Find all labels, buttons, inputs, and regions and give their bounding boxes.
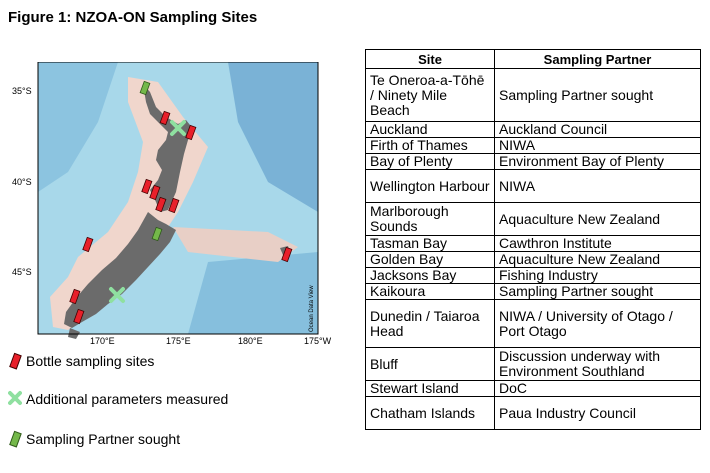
deep-ocean-east [228, 62, 318, 212]
table-row: Wellington Harbour NIWA [365, 169, 701, 203]
site-cell: Auckland [365, 121, 495, 138]
deep-ocean-south [188, 252, 318, 334]
lon-label-175w: 175°W [304, 336, 332, 346]
north-island [143, 84, 194, 212]
map-svg: Ocean Data View [37, 61, 319, 339]
partner-cell: Aquaculture New Zealand [494, 202, 701, 236]
green-hash-icon [9, 430, 22, 448]
bottle-site-marlborough [155, 196, 167, 213]
site-cell: Dunedin / Taiaroa Head [365, 299, 495, 348]
table-row: Te Oneroa-a-Tōhē / Ninety Mile Beach Samp… [365, 68, 701, 122]
additional-site-dunedin [109, 287, 125, 303]
chatham-rise [173, 227, 298, 262]
site-cell: Golden Bay [365, 251, 495, 268]
bottle-site-golden-bay [141, 178, 153, 195]
partner-cell: Discussion underway with Environment Sou… [494, 347, 701, 381]
table-header-row: Site Sampling Partner [365, 49, 701, 69]
bottle-site-jacksons-bay [82, 236, 94, 253]
partner-cell: Sampling Partner sought [494, 283, 701, 300]
table-row: Bay of Plenty Environment Bay of Plenty [365, 153, 701, 170]
bottle-site-auckland [159, 110, 171, 126]
header-partner: Sampling Partner [494, 49, 701, 69]
table-row: Kaikoura Sampling Partner sought [365, 283, 701, 300]
partner-sought-markers [139, 80, 163, 242]
bottle-site-tasman-bay [149, 184, 161, 201]
green-cross-icon [8, 391, 22, 405]
site-cell: Te Oneroa-a-Tōhē / Ninety Mile Beach [365, 68, 495, 122]
site-cell: Bay of Plenty [365, 153, 495, 170]
table-row: Stewart Island DoC [365, 380, 701, 397]
partner-cell: NIWA [494, 137, 701, 154]
partner-cell: Sampling Partner sought [494, 68, 701, 122]
site-cell: Wellington Harbour [365, 169, 495, 203]
partner-cell: DoC [494, 380, 701, 397]
legend-label: Bottle sampling sites [26, 353, 155, 369]
header-site: Site [365, 49, 495, 69]
legend-partner-sought: Sampling Partner sought [8, 430, 180, 448]
site-cell: Jacksons Bay [365, 267, 495, 284]
partner-cell: Aquaculture New Zealand [494, 251, 701, 268]
partner-cell: Auckland Council [494, 121, 701, 138]
bottle-site-bluff [73, 308, 85, 325]
table-row: Marlborough Sounds Aquaculture New Zealan… [365, 202, 701, 236]
site-cell: Kaikoura [365, 283, 495, 300]
site-cell: Tasman Bay [365, 235, 495, 252]
bottle-site-markers [69, 110, 293, 325]
partner-cell: Cawthron Institute [494, 235, 701, 252]
table-row: Tasman Bay Cawthron Institute [365, 235, 701, 252]
figure-title: Figure 1: NZOA-ON Sampling Sites [8, 9, 258, 26]
odv-watermark: Ocean Data View [309, 285, 315, 332]
table-row: Golden Bay Aquaculture New Zealand [365, 251, 701, 268]
lon-label-180e: 180°E [238, 336, 263, 346]
site-cell: Stewart Island [365, 380, 495, 397]
site-cell: Firth of Thames [365, 137, 495, 154]
lat-label-35: 35°S [12, 86, 32, 96]
partner-site-ninety-mile [139, 80, 151, 96]
additional-param-markers [109, 120, 186, 303]
table-row: Firth of Thames NIWA [365, 137, 701, 154]
lat-label-45: 45°S [12, 267, 32, 277]
map-frame [37, 61, 319, 335]
additional-site-firth-of-thames [170, 120, 186, 136]
table-row: Dunedin / Taiaroa Head NIWA / University … [365, 299, 701, 348]
partner-cell: NIWA / University of Otago / Port Otago [494, 299, 701, 348]
bottle-site-chatham [281, 246, 293, 263]
bottle-site-dunedin [69, 288, 81, 305]
lon-label-175e: 175°E [166, 336, 191, 346]
sites-table: Site Sampling Partner Te Oneroa-a-Tōhē /… [365, 49, 701, 430]
deep-ocean-west [38, 62, 118, 192]
table-row: Chatham Islands Paua Industry Council [365, 396, 701, 430]
table-row: Jacksons Bay Fishing Industry [365, 267, 701, 284]
legend-bottle-sites: Bottle sampling sites [8, 352, 154, 370]
legend-label: Sampling Partner sought [26, 431, 181, 447]
bottle-site-wellington [168, 197, 180, 214]
partner-cell: Fishing Industry [494, 267, 701, 284]
partner-cell: Environment Bay of Plenty [494, 153, 701, 170]
site-cell: Bluff [365, 347, 495, 381]
partner-cell: Paua Industry Council [494, 396, 701, 430]
partner-cell: NIWA [494, 169, 701, 203]
sampling-sites-map: Ocean Data View 35°S 40°S 45°S 170°E 175… [8, 61, 338, 352]
bottle-site-bay-of-plenty [185, 124, 197, 141]
south-island [64, 212, 176, 328]
site-cell: Chatham Islands [365, 396, 495, 430]
red-hash-icon [9, 352, 22, 370]
lat-label-40: 40°S [12, 177, 32, 187]
table-row: Auckland Auckland Council [365, 121, 701, 138]
table-row: Bluff Discussion underway with Environmen… [365, 347, 701, 381]
legend-label: Additional parameters measured [26, 391, 229, 407]
legend-additional-params: Additional parameters measured [8, 390, 228, 408]
partner-site-kaikoura [151, 226, 163, 242]
site-cell: Marlborough Sounds [365, 202, 495, 236]
lon-label-170e: 170°E [90, 336, 115, 346]
